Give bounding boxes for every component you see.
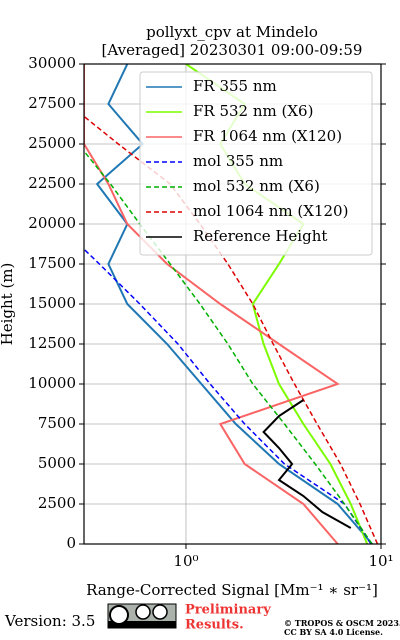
profile-line: [84, 248, 372, 544]
y-tick-label: 7500: [38, 414, 76, 432]
license: CC BY SA 4.0 License.: [284, 627, 383, 637]
y-tick-label: 22500: [28, 174, 76, 192]
legend-label: Reference Height: [193, 227, 327, 245]
chart-title: pollyxt_cpv at Mindelo: [146, 23, 318, 41]
legend-label: mol 1064 nm (X120): [193, 202, 348, 220]
x-tick-label: 10¹: [368, 552, 393, 570]
profile-line: [84, 149, 373, 544]
y-tick-label: 30000: [28, 54, 76, 72]
y-tick-label: 20000: [28, 214, 76, 232]
copyright: © TROPOS & OSCM 2023.: [284, 618, 400, 628]
legend-label: mol 355 nm: [193, 152, 283, 170]
profile-line: [262, 399, 352, 529]
y-tick-label: 25000: [28, 134, 76, 152]
y-tick-label: 17500: [28, 254, 76, 272]
x-tick-label: 10⁰: [173, 552, 198, 570]
preliminary-note: Preliminary: [185, 603, 271, 618]
profile-line: [84, 64, 340, 544]
preliminary-note: Results.: [185, 618, 244, 633]
legend-label: FR 1064 nm (X120): [193, 127, 342, 145]
y-tick-label: 15000: [28, 294, 76, 312]
profile-line: [84, 115, 379, 544]
y-tick-label: 10000: [28, 374, 76, 392]
chart-subtitle: [Averaged] 20230301 09:00-09:59: [102, 41, 363, 59]
legend-box: [139, 71, 373, 256]
y-axis-label: Height (m): [0, 263, 16, 346]
y-tick-label: 5000: [38, 454, 76, 472]
legend-label: FR 355 nm: [193, 77, 277, 95]
y-tick-label: 2500: [38, 494, 76, 512]
legend: FR 355 nm FR 532 nm (X6) FR 1064 nm (X120)…: [139, 71, 373, 256]
x-axis-label: Range-Corrected Signal [Mm⁻¹ ∗ sr⁻¹]: [86, 581, 378, 599]
version: Version: 3.5: [4, 612, 95, 630]
y-tick-label: 0: [66, 534, 76, 552]
y-tick-label: 12500: [28, 334, 76, 352]
legend-label: FR 532 nm (X6): [193, 102, 313, 120]
y-tick-label: 27500: [28, 94, 76, 112]
legend-label: mol 532 nm (X6): [193, 177, 320, 195]
cc-badge: [107, 603, 177, 629]
